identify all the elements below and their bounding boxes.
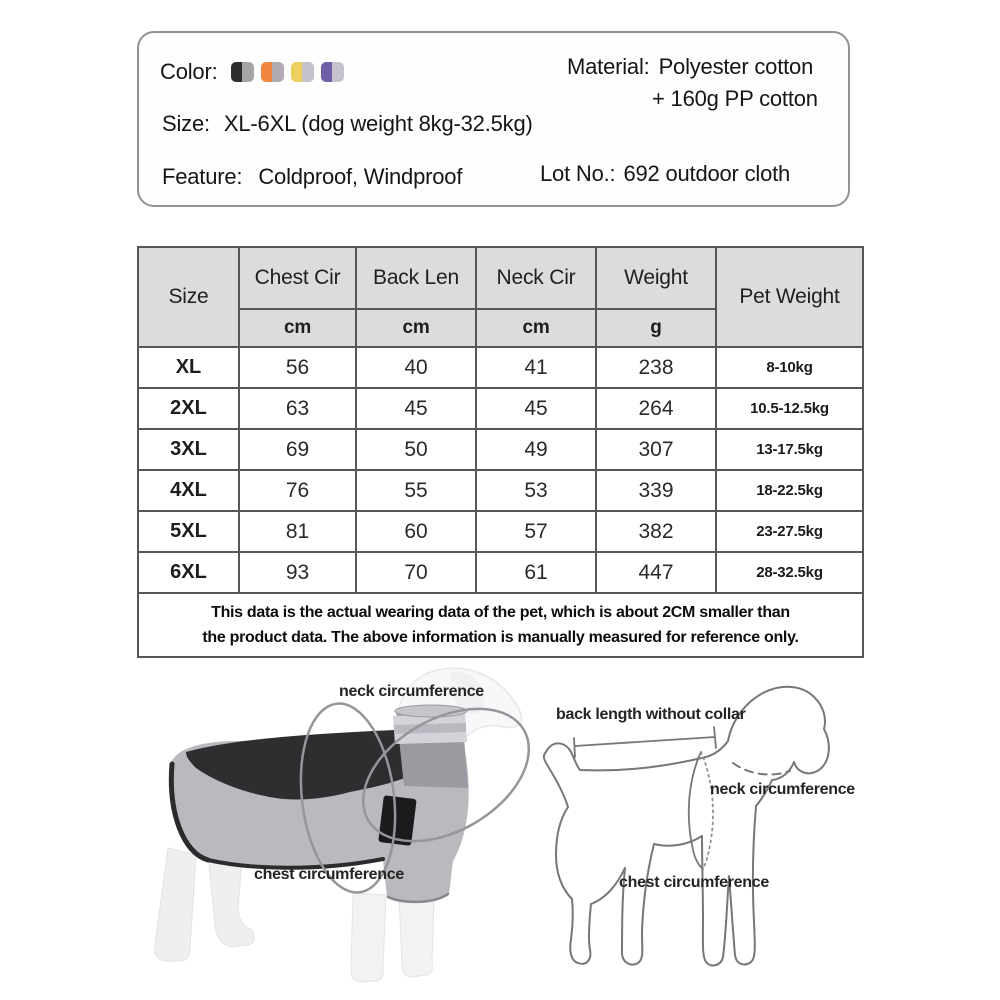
cell-chest: 69 bbox=[238, 428, 357, 471]
unit-neck: cm bbox=[475, 308, 597, 348]
cell-neck: 61 bbox=[475, 551, 597, 594]
col-header-chest: Chest Cir bbox=[238, 246, 357, 310]
cell-back: 55 bbox=[355, 469, 477, 512]
product-info-box: Color: Size: XL-6XL (dog weight 8kg-32.5… bbox=[137, 31, 850, 207]
cell-pet-weight: 23-27.5kg bbox=[715, 510, 864, 553]
cell-size: 3XL bbox=[137, 428, 240, 471]
note-line-1: This data is the actual wearing data of … bbox=[211, 604, 790, 621]
cell-back: 40 bbox=[355, 346, 477, 389]
swatch-black-right bbox=[242, 62, 254, 82]
lot-label: Lot No.: bbox=[540, 161, 616, 186]
cell-weight: 447 bbox=[595, 551, 717, 594]
cell-neck: 41 bbox=[475, 346, 597, 389]
swatch-purple-left bbox=[320, 62, 332, 82]
color-swatch-black bbox=[230, 62, 254, 82]
cell-back: 50 bbox=[355, 428, 477, 471]
material-row: Material: Polyester cotton bbox=[567, 54, 813, 80]
col-header-neck: Neck Cir bbox=[475, 246, 597, 310]
unit-back: cm bbox=[355, 308, 477, 348]
table-row: 6XL 93 70 61 447 28-32.5kg bbox=[137, 551, 864, 594]
cell-neck: 45 bbox=[475, 387, 597, 430]
color-label: Color: bbox=[160, 59, 218, 84]
cell-chest: 63 bbox=[238, 387, 357, 430]
swatch-yellow-left bbox=[290, 62, 302, 82]
cell-back: 45 bbox=[355, 387, 477, 430]
cell-chest: 93 bbox=[238, 551, 357, 594]
cell-size: 2XL bbox=[137, 387, 240, 430]
cell-back: 60 bbox=[355, 510, 477, 553]
right-dog-neck-label: neck circumference bbox=[710, 781, 855, 798]
cell-neck: 57 bbox=[475, 510, 597, 553]
cell-pet-weight: 28-32.5kg bbox=[715, 551, 864, 594]
left-dog-neck-label: neck circumference bbox=[339, 683, 484, 700]
cell-size: 4XL bbox=[137, 469, 240, 512]
cell-neck: 49 bbox=[475, 428, 597, 471]
cell-pet-weight: 8-10kg bbox=[715, 346, 864, 389]
col-header-pet-weight: Pet Weight bbox=[715, 246, 864, 348]
material-value: Polyester cotton bbox=[658, 54, 814, 79]
col-header-weight: Weight bbox=[595, 246, 717, 310]
swatch-purple-right bbox=[332, 62, 344, 82]
table-row: 5XL 81 60 57 382 23-27.5kg bbox=[137, 510, 864, 553]
unit-weight: g bbox=[595, 308, 717, 348]
material-value-line2: + 160g PP cotton bbox=[652, 86, 818, 111]
note-line-2: the product data. The above information … bbox=[202, 629, 799, 646]
size-chart-table: Size Chest Cir Back Len Neck Cir Weight … bbox=[137, 246, 864, 658]
material-label: Material: bbox=[567, 54, 650, 79]
cell-weight: 307 bbox=[595, 428, 717, 471]
right-dog-chest-label: chest circumference bbox=[619, 874, 769, 891]
cell-size: 5XL bbox=[137, 510, 240, 553]
color-swatch-orange bbox=[260, 62, 284, 82]
color-swatch-purple bbox=[320, 62, 344, 82]
swatch-orange-right bbox=[272, 62, 284, 82]
right-dog-outline-illustration bbox=[542, 685, 830, 967]
color-row: Color: bbox=[160, 59, 344, 85]
col-header-size: Size bbox=[137, 246, 240, 348]
unit-chest: cm bbox=[238, 308, 357, 348]
lot-value: 692 outdoor cloth bbox=[623, 161, 791, 186]
measurement-note: This data is the actual wearing data of … bbox=[137, 592, 864, 658]
cell-weight: 382 bbox=[595, 510, 717, 553]
cell-chest: 56 bbox=[238, 346, 357, 389]
cell-chest: 81 bbox=[238, 510, 357, 553]
cell-neck: 53 bbox=[475, 469, 597, 512]
color-swatch-yellow bbox=[290, 62, 314, 82]
swatch-yellow-right bbox=[302, 62, 314, 82]
feature-value: Coldproof, Windproof bbox=[258, 164, 463, 189]
cell-pet-weight: 18-22.5kg bbox=[715, 469, 864, 512]
table-units-row: cm cm cm g bbox=[138, 308, 863, 348]
right-dog-back-length-label: back length without collar bbox=[556, 706, 746, 723]
table-row: XL 56 40 41 238 8-10kg bbox=[137, 346, 864, 389]
cell-size: XL bbox=[137, 346, 240, 389]
left-dog-photo-illustration bbox=[154, 667, 531, 983]
color-swatches bbox=[230, 62, 344, 82]
feature-label: Feature: bbox=[162, 164, 243, 189]
table-row: 4XL 76 55 53 339 18-22.5kg bbox=[137, 469, 864, 512]
cell-size: 6XL bbox=[137, 551, 240, 594]
size-row: Size: XL-6XL (dog weight 8kg-32.5kg) bbox=[162, 111, 533, 137]
table-row: 2XL 63 45 45 264 10.5-12.5kg bbox=[137, 387, 864, 430]
size-label: Size: bbox=[162, 111, 210, 136]
cell-weight: 339 bbox=[595, 469, 717, 512]
cell-pet-weight: 13-17.5kg bbox=[715, 428, 864, 471]
feature-row: Feature: Coldproof, Windproof bbox=[162, 164, 462, 190]
table-header-row: Size Chest Cir Back Len Neck Cir Weight … bbox=[137, 246, 864, 348]
table-row: 3XL 69 50 49 307 13-17.5kg bbox=[137, 428, 864, 471]
table-note-row: This data is the actual wearing data of … bbox=[137, 592, 864, 658]
cell-chest: 76 bbox=[238, 469, 357, 512]
cell-pet-weight: 10.5-12.5kg bbox=[715, 387, 864, 430]
cell-weight: 264 bbox=[595, 387, 717, 430]
col-header-back: Back Len bbox=[355, 246, 477, 310]
cell-weight: 238 bbox=[595, 346, 717, 389]
lot-row: Lot No.: 692 outdoor cloth bbox=[540, 161, 790, 187]
left-dog-chest-label: chest circumference bbox=[254, 866, 404, 883]
swatch-black-left bbox=[230, 62, 242, 82]
size-value: XL-6XL (dog weight 8kg-32.5kg) bbox=[223, 111, 533, 136]
swatch-orange-left bbox=[260, 62, 272, 82]
material-row-line2: + 160g PP cotton bbox=[652, 86, 818, 112]
cell-back: 70 bbox=[355, 551, 477, 594]
